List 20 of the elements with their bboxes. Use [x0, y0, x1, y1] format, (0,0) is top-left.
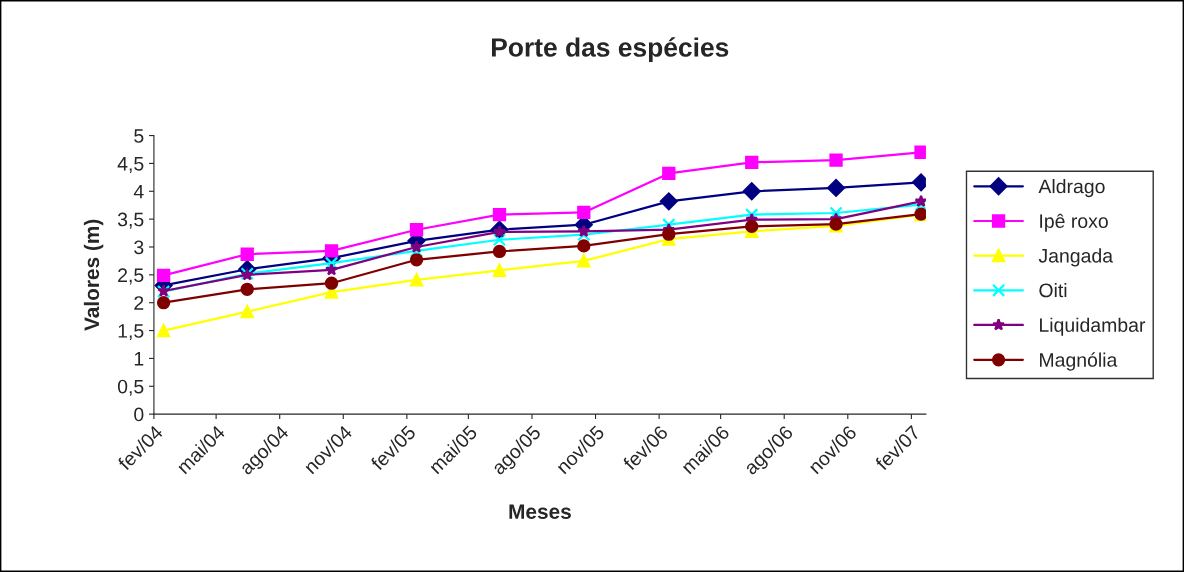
y-tick-label: 5 — [134, 129, 144, 143]
y-tick-label: 4 — [133, 184, 144, 199]
legend-label: Magnólia — [1040, 352, 1118, 371]
legend-label: Oiti — [1039, 283, 1067, 298]
legend-label: Liquidambar — [1040, 317, 1146, 336]
y-tick-label: 4,5 — [117, 157, 144, 173]
y-axis-title: Valores (m) — [83, 219, 104, 331]
y-tick-label: 0 — [134, 407, 144, 422]
y-tick-label: 3,5 — [117, 212, 144, 229]
legend-label: Aldrago — [1038, 179, 1105, 198]
chart-title: Porte das espécies — [491, 37, 729, 63]
y-tick-label: 2 — [134, 296, 144, 310]
y-tick-label: 1,5 — [118, 324, 144, 341]
y-tick-label: 2,5 — [118, 268, 144, 285]
legend-label: Ipê roxo — [1040, 213, 1108, 232]
y-tick-label: 3 — [134, 240, 144, 255]
x-axis-title: Meses — [509, 504, 571, 520]
legend-label: Jangada — [1038, 248, 1114, 267]
y-tick-label: 0,5 — [117, 379, 144, 396]
y-tick-label: 1 — [134, 352, 144, 366]
